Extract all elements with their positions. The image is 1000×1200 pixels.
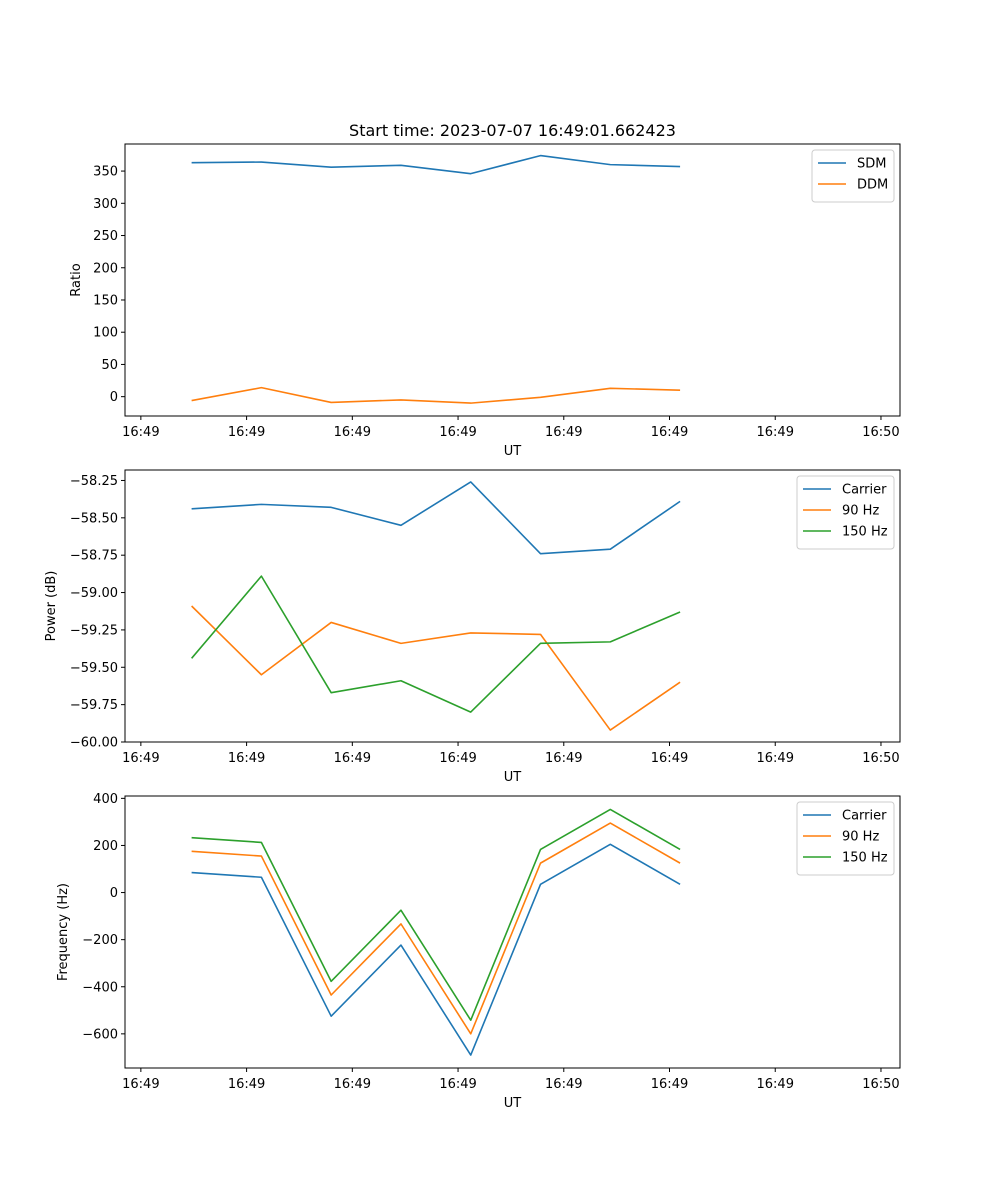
frequency-panel: 16:49 16:49 16:49 16:49 16:49 16:49 16:49 16:50… — [56, 792, 901, 1111]
y-axis-label: Frequency (Hz) — [56, 883, 71, 981]
x-axis-label: UT — [504, 1096, 522, 1111]
x-tick-label: 16:49 — [228, 425, 265, 440]
y-tick-label: −59.50 — [70, 661, 118, 676]
y-tick-label: −400 — [82, 980, 118, 995]
legend-label: 150 Hz — [842, 851, 888, 866]
x-tick-label: 16:49 — [545, 1077, 582, 1092]
y-tick-label: −59.75 — [70, 698, 118, 713]
x-tick-label: 16:49 — [228, 1077, 265, 1092]
y-tick-label: 100 — [93, 326, 118, 341]
x-tick-label: 16:49 — [334, 751, 371, 766]
y-tick-label: −60.00 — [70, 736, 118, 751]
legend-label: Carrier — [842, 483, 887, 498]
series-line-90-hz — [191, 605, 681, 731]
x-tick-label: 16:50 — [862, 425, 899, 440]
legend-label: 150 Hz — [842, 525, 888, 540]
x-tick-label: 16:49 — [651, 425, 688, 440]
y-tick-label: 0 — [110, 390, 118, 405]
y-tick-label: −59.00 — [70, 586, 118, 601]
y-tick-label: 200 — [93, 839, 118, 854]
y-tick-label: 400 — [93, 792, 118, 807]
legend: Carrier 90 Hz 150 Hz — [796, 801, 895, 876]
chart-title: Start time: 2023-07-07 16:49:01.662423 — [349, 121, 676, 140]
legend-label: 90 Hz — [842, 830, 879, 845]
plot-frame — [124, 469, 901, 743]
legend-label: 90 Hz — [842, 504, 879, 519]
legend-label: SDM — [857, 157, 886, 172]
series-line-carrier — [191, 843, 681, 1056]
plot-frame — [124, 795, 901, 1069]
series-line-carrier — [191, 481, 681, 555]
legend-label: Carrier — [842, 809, 887, 824]
y-tick-label: −200 — [82, 933, 118, 948]
y-axis-label: Ratio — [69, 263, 84, 296]
y-tick-label: 50 — [101, 358, 118, 373]
x-tick-label: 16:49 — [122, 1077, 159, 1092]
x-tick-label: 16:49 — [122, 751, 159, 766]
legend-label: DDM — [857, 178, 888, 193]
y-tick-label: −58.25 — [70, 474, 118, 489]
y-tick-label: −58.75 — [70, 549, 118, 564]
x-tick-label: 16:49 — [757, 425, 794, 440]
x-tick-label: 16:49 — [757, 1077, 794, 1092]
x-tick-label: 16:49 — [228, 751, 265, 766]
y-tick-label: 250 — [93, 229, 118, 244]
legend: SDM DDM — [811, 149, 895, 203]
x-tick-label: 16:49 — [757, 751, 794, 766]
x-tick-label: 16:49 — [545, 425, 582, 440]
x-tick-label: 16:50 — [862, 1077, 899, 1092]
x-tick-label: 16:49 — [651, 1077, 688, 1092]
y-tick-label: −600 — [82, 1027, 118, 1042]
x-tick-label: 16:49 — [545, 751, 582, 766]
y-tick-label: −59.25 — [70, 623, 118, 638]
y-tick-label: 0 — [110, 886, 118, 901]
y-tick-label: 200 — [93, 261, 118, 276]
series-line-sdm — [191, 154, 681, 175]
y-tick-label: 300 — [93, 197, 118, 212]
ratio-panel: 16:49 16:49 16:49 16:49 16:49 16:49 16:49 16:50… — [69, 143, 901, 459]
x-tick-label: 16:49 — [439, 1077, 476, 1092]
power-panel: 16:49 16:49 16:49 16:49 16:49 16:49 16:49 16:50… — [44, 469, 901, 785]
x-tick-label: 16:49 — [334, 1077, 371, 1092]
series-line-90-hz — [191, 822, 681, 1035]
y-tick-label: −58.50 — [70, 511, 118, 526]
x-tick-label: 16:49 — [439, 425, 476, 440]
x-tick-label: 16:49 — [334, 425, 371, 440]
series-line-ddm — [191, 386, 681, 404]
series-line-150-hz — [191, 575, 681, 713]
plot-frame — [124, 143, 901, 417]
x-tick-label: 16:49 — [439, 751, 476, 766]
x-axis-label: UT — [504, 770, 522, 785]
y-axis-label: Power (dB) — [44, 571, 59, 642]
x-tick-label: 16:50 — [862, 751, 899, 766]
y-tick-label: 350 — [93, 165, 118, 180]
x-tick-label: 16:49 — [651, 751, 688, 766]
y-tick-label: 150 — [93, 293, 118, 308]
x-tick-label: 16:49 — [122, 425, 159, 440]
legend: Carrier 90 Hz 150 Hz — [796, 475, 895, 550]
series-line-150-hz — [191, 808, 681, 1021]
x-axis-label: UT — [504, 444, 522, 459]
